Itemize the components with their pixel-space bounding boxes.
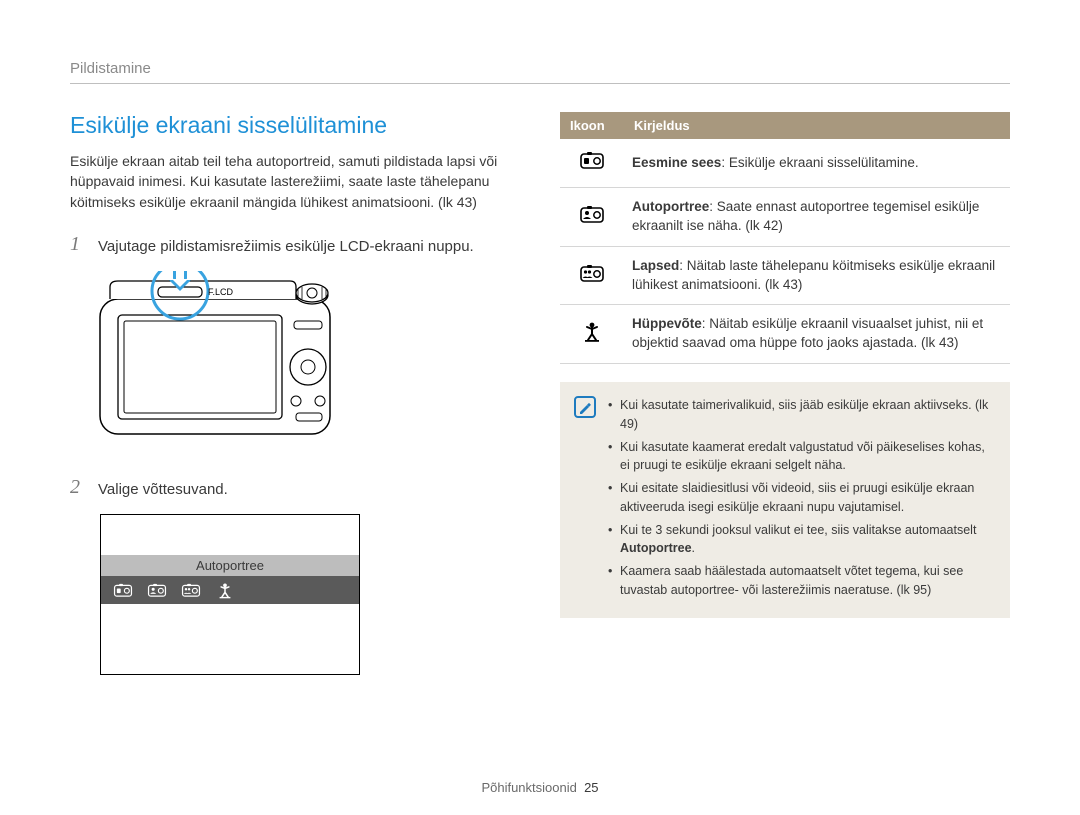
note-item: Kui kasutate taimerivalikuid, siis jääb … — [608, 396, 994, 434]
flcd-label: F.LCD — [208, 287, 234, 297]
table-row: Autoportree: Saate ennast autoportree te… — [560, 187, 1010, 246]
th-desc: Kirjeldus — [624, 112, 1010, 139]
children-icon — [579, 262, 605, 284]
camera-illustration: F.LCD — [90, 271, 520, 451]
row-bold: Autoportree — [632, 199, 709, 214]
front-on-icon — [113, 581, 133, 599]
self-portrait-icon — [579, 203, 605, 225]
page-number: 25 — [584, 780, 598, 795]
breadcrumb: Pildistamine — [70, 60, 1010, 84]
footer-section: Põhifunktsioonid — [481, 780, 576, 795]
note-item: Kui kasutate kaamerat eredalt valgustatu… — [608, 438, 994, 476]
th-icon: Ikoon — [560, 112, 624, 139]
table-row: Hüppevõte: Näitab esikülje ekraanil visu… — [560, 305, 1010, 364]
row-bold: Lapsed — [632, 258, 679, 273]
front-on-icon — [579, 149, 605, 171]
table-row: Eesmine sees: Esikülje ekraani sisselüli… — [560, 139, 1010, 187]
step-2: 2 Valige võttesuvand. — [70, 477, 520, 500]
children-icon — [181, 581, 201, 599]
step-number: 1 — [70, 234, 88, 257]
jump-icon — [215, 581, 235, 599]
note-icon — [574, 396, 596, 418]
self-portrait-icon — [147, 581, 167, 599]
step-text: Vajutage pildistamisrežiimis esikülje LC… — [98, 234, 474, 257]
row-bold: Eesmine sees — [632, 155, 721, 170]
section-title: Esikülje ekraani sisselülitamine — [70, 112, 520, 139]
intro-text: Esikülje ekraan aitab teil teha autoport… — [70, 151, 520, 212]
note-item: Kui esitate slaidiesitlusi või videoid, … — [608, 479, 994, 517]
step-number: 2 — [70, 477, 88, 500]
step-1: 1 Vajutage pildistamisrežiimis esikülje … — [70, 234, 520, 257]
note-item: Kaamera saab häälestada automaatselt võt… — [608, 562, 994, 600]
note-item: Kui te 3 sekundi jooksul valikut ei tee,… — [608, 521, 994, 559]
table-row: Lapsed: Näitab laste tähelepanu köitmise… — [560, 246, 1010, 305]
icon-table: Ikoon Kirjeldus Eesmine sees: Esikülje e… — [560, 112, 1010, 364]
note-list: Kui kasutate taimerivalikuid, siis jääb … — [608, 396, 994, 604]
right-column: Ikoon Kirjeldus Eesmine sees: Esikülje e… — [560, 112, 1010, 675]
row-text: : Näitab laste tähelepanu köitmiseks esi… — [632, 258, 995, 292]
option-box: Autoportree — [100, 514, 360, 675]
row-bold: Hüppevõte — [632, 316, 702, 331]
option-label: Autoportree — [101, 555, 359, 576]
row-text: : Esikülje ekraani sisselülitamine. — [721, 155, 918, 170]
option-icons — [101, 576, 359, 604]
left-column: Esikülje ekraani sisselülitamine Esikülj… — [70, 112, 520, 675]
jump-icon — [579, 320, 605, 342]
footer: Põhifunktsioonid 25 — [0, 780, 1080, 795]
note-box: Kui kasutate taimerivalikuid, siis jääb … — [560, 382, 1010, 618]
step-text: Valige võttesuvand. — [98, 477, 228, 500]
